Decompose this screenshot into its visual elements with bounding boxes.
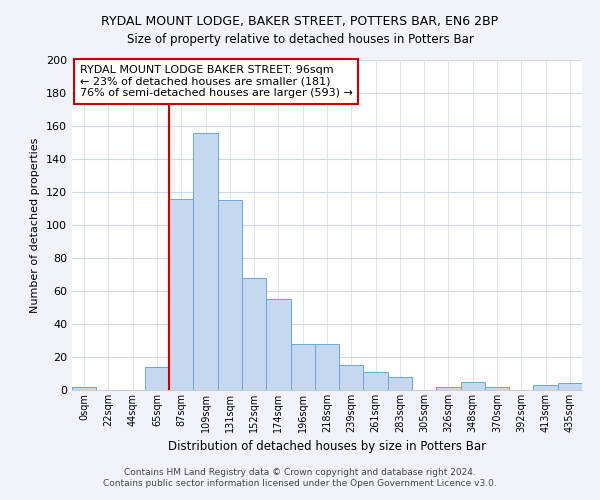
Text: RYDAL MOUNT LODGE, BAKER STREET, POTTERS BAR, EN6 2BP: RYDAL MOUNT LODGE, BAKER STREET, POTTERS… xyxy=(101,15,499,28)
Bar xyxy=(242,278,266,390)
Bar xyxy=(364,372,388,390)
Bar xyxy=(388,377,412,390)
Bar xyxy=(436,386,461,390)
Bar xyxy=(218,200,242,390)
Bar xyxy=(558,384,582,390)
Bar xyxy=(485,386,509,390)
Bar xyxy=(169,198,193,390)
Bar xyxy=(193,132,218,390)
Bar xyxy=(461,382,485,390)
Bar xyxy=(339,365,364,390)
Bar xyxy=(72,386,96,390)
Text: Contains HM Land Registry data © Crown copyright and database right 2024.
Contai: Contains HM Land Registry data © Crown c… xyxy=(103,468,497,487)
Bar xyxy=(290,344,315,390)
Bar xyxy=(145,367,169,390)
Y-axis label: Number of detached properties: Number of detached properties xyxy=(31,138,40,312)
Text: RYDAL MOUNT LODGE BAKER STREET: 96sqm
← 23% of detached houses are smaller (181): RYDAL MOUNT LODGE BAKER STREET: 96sqm ← … xyxy=(80,65,353,98)
Text: Size of property relative to detached houses in Potters Bar: Size of property relative to detached ho… xyxy=(127,32,473,46)
Bar xyxy=(315,344,339,390)
X-axis label: Distribution of detached houses by size in Potters Bar: Distribution of detached houses by size … xyxy=(168,440,486,454)
Bar xyxy=(266,299,290,390)
Bar xyxy=(533,385,558,390)
